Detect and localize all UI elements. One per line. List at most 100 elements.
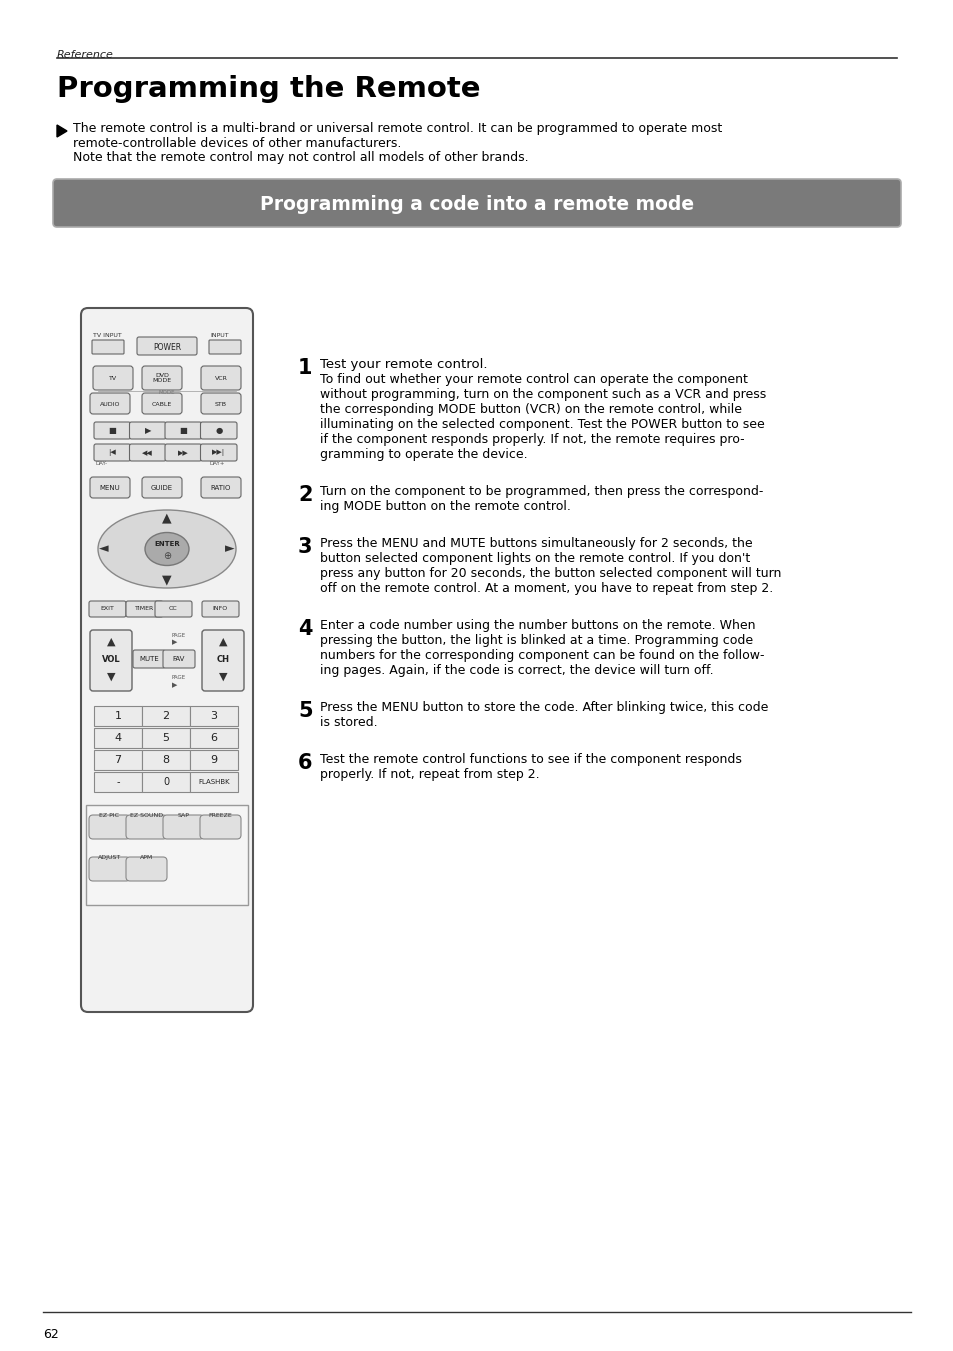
Text: Turn on the component to be programmed, then press the correspond-: Turn on the component to be programmed, … <box>319 485 762 499</box>
Text: ■: ■ <box>179 427 187 435</box>
FancyBboxPatch shape <box>94 444 131 461</box>
FancyBboxPatch shape <box>86 805 248 905</box>
Text: ⊕: ⊕ <box>163 551 171 561</box>
Text: Programming a code into a remote mode: Programming a code into a remote mode <box>259 195 694 213</box>
Text: To find out whether your remote control can operate the component: To find out whether your remote control … <box>319 373 747 386</box>
Text: EZ PIC: EZ PIC <box>99 813 119 817</box>
Text: 1: 1 <box>114 711 121 721</box>
FancyBboxPatch shape <box>201 366 241 390</box>
Text: is stored.: is stored. <box>319 716 377 730</box>
FancyBboxPatch shape <box>201 393 241 413</box>
FancyBboxPatch shape <box>202 601 239 617</box>
Text: Test your remote control.: Test your remote control. <box>319 358 487 372</box>
Polygon shape <box>57 126 67 136</box>
Text: ENTER: ENTER <box>154 540 180 547</box>
Text: Press the MENU button to store the code. After blinking twice, this code: Press the MENU button to store the code.… <box>319 701 767 713</box>
Text: numbers for the corresponding component can be found on the follow-: numbers for the corresponding component … <box>319 648 763 662</box>
Text: 2: 2 <box>162 711 170 721</box>
FancyBboxPatch shape <box>202 630 244 690</box>
Text: 62: 62 <box>43 1328 59 1342</box>
Text: ▶: ▶ <box>172 639 177 644</box>
Text: RATIO: RATIO <box>211 485 231 490</box>
Text: INFO: INFO <box>213 607 228 612</box>
FancyBboxPatch shape <box>90 630 132 690</box>
Text: ing MODE button on the remote control.: ing MODE button on the remote control. <box>319 500 570 513</box>
Text: Enter a code number using the number buttons on the remote. When: Enter a code number using the number but… <box>319 619 755 632</box>
FancyBboxPatch shape <box>130 422 166 439</box>
Text: ▼: ▼ <box>218 671 227 682</box>
Text: INPUT: INPUT <box>210 332 229 338</box>
FancyBboxPatch shape <box>126 857 167 881</box>
Text: FAV: FAV <box>172 657 185 662</box>
Text: ◄: ◄ <box>99 543 109 555</box>
Text: CABLE: CABLE <box>152 401 172 407</box>
FancyBboxPatch shape <box>200 422 236 439</box>
Text: 4: 4 <box>114 734 121 743</box>
FancyBboxPatch shape <box>209 340 241 354</box>
FancyBboxPatch shape <box>132 650 165 667</box>
Text: 7: 7 <box>114 755 121 765</box>
FancyBboxPatch shape <box>142 728 190 748</box>
FancyBboxPatch shape <box>190 728 237 748</box>
Text: AUDIO: AUDIO <box>100 401 120 407</box>
Text: FREEZE: FREEZE <box>209 813 233 817</box>
Text: 5: 5 <box>297 701 313 721</box>
FancyBboxPatch shape <box>200 815 241 839</box>
FancyBboxPatch shape <box>91 340 124 354</box>
Text: ing pages. Again, if the code is correct, the device will turn off.: ing pages. Again, if the code is correct… <box>319 663 713 677</box>
FancyBboxPatch shape <box>89 857 130 881</box>
Text: TV INPUT: TV INPUT <box>92 332 122 338</box>
Text: 3: 3 <box>297 536 313 557</box>
Text: ▲: ▲ <box>107 638 115 647</box>
FancyBboxPatch shape <box>142 393 182 413</box>
FancyBboxPatch shape <box>201 477 241 499</box>
Text: remote-controllable devices of other manufacturers.: remote-controllable devices of other man… <box>73 136 401 150</box>
Text: DAY+: DAY+ <box>210 461 225 466</box>
Text: MODE: MODE <box>158 390 175 396</box>
FancyBboxPatch shape <box>163 815 204 839</box>
Text: button selected component lights on the remote control. If you don't: button selected component lights on the … <box>319 553 749 565</box>
FancyBboxPatch shape <box>94 771 142 792</box>
Text: ▲: ▲ <box>162 512 172 524</box>
FancyBboxPatch shape <box>53 178 900 227</box>
Text: -: - <box>116 777 120 788</box>
Text: 6: 6 <box>211 734 217 743</box>
Text: PAGE: PAGE <box>172 676 186 680</box>
FancyBboxPatch shape <box>94 707 142 725</box>
FancyBboxPatch shape <box>137 336 196 355</box>
Text: ■: ■ <box>109 427 116 435</box>
FancyBboxPatch shape <box>200 444 236 461</box>
Text: 3: 3 <box>211 711 217 721</box>
Text: ▶: ▶ <box>144 427 151 435</box>
Text: VCR: VCR <box>214 376 227 381</box>
Text: DAY-: DAY- <box>96 461 108 466</box>
Text: ADJUST: ADJUST <box>98 855 121 861</box>
Text: 4: 4 <box>297 619 313 639</box>
Text: MENU: MENU <box>99 485 120 490</box>
Text: Reference: Reference <box>57 50 113 59</box>
Text: CH: CH <box>216 655 230 665</box>
Text: EZ SOUND: EZ SOUND <box>130 813 163 817</box>
FancyBboxPatch shape <box>163 650 194 667</box>
Text: 2: 2 <box>297 485 313 505</box>
Text: VOL: VOL <box>102 655 120 665</box>
FancyBboxPatch shape <box>94 422 131 439</box>
Text: GUIDE: GUIDE <box>151 485 172 490</box>
FancyBboxPatch shape <box>90 477 130 499</box>
Text: ▶: ▶ <box>172 682 177 688</box>
Text: |◀: |◀ <box>109 450 116 457</box>
Text: 8: 8 <box>162 755 170 765</box>
FancyBboxPatch shape <box>142 366 182 390</box>
FancyBboxPatch shape <box>89 601 126 617</box>
FancyBboxPatch shape <box>142 771 190 792</box>
Text: the corresponding MODE button (VCR) on the remote control, while: the corresponding MODE button (VCR) on t… <box>319 403 741 416</box>
Text: 6: 6 <box>297 753 313 773</box>
Text: DVD
MODE: DVD MODE <box>152 373 172 382</box>
Text: MUTE: MUTE <box>139 657 159 662</box>
Text: ▲: ▲ <box>218 638 227 647</box>
FancyBboxPatch shape <box>89 815 130 839</box>
FancyBboxPatch shape <box>165 422 201 439</box>
Text: SAP: SAP <box>177 813 190 817</box>
FancyBboxPatch shape <box>165 444 201 461</box>
Text: CC: CC <box>169 607 177 612</box>
